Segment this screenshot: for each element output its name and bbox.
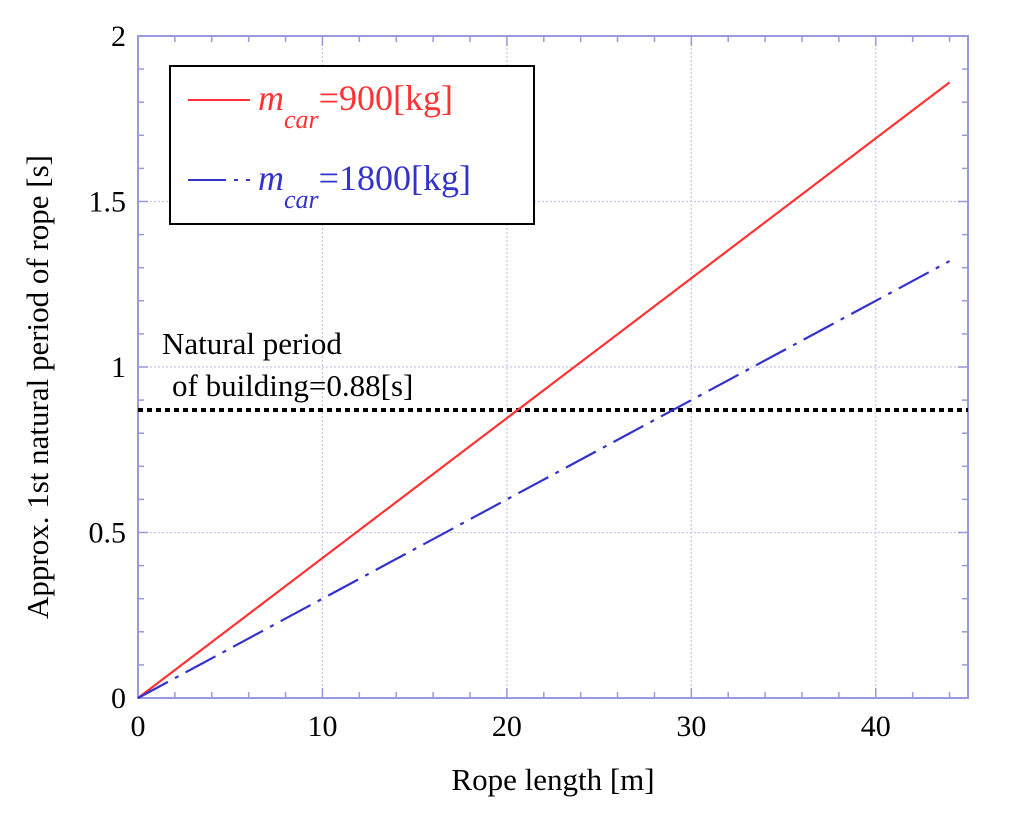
y-tick-labels: 0 0.5 1 1.5 2 — [89, 20, 127, 715]
legend-value-series-1: =900[kg] — [319, 78, 453, 118]
reference-label-line2: of building=0.88[s] — [172, 368, 413, 403]
y-tick-label: 1 — [111, 351, 126, 384]
x-tick-label: 30 — [676, 710, 706, 743]
plot-frame — [137, 35, 969, 699]
x-tick-labels: 0 10 20 30 40 — [131, 710, 891, 743]
legend-box — [169, 65, 535, 225]
x-tick-label: 10 — [307, 710, 337, 743]
legend-symbol-series-2: m — [258, 158, 284, 198]
y-tick-label: 0.5 — [89, 517, 127, 550]
x-tick-label: 20 — [492, 710, 522, 743]
y-tick-label: 0 — [111, 682, 126, 715]
series-line-2 — [137, 260, 951, 699]
legend-subscript-series-1: car — [284, 105, 320, 134]
x-tick-label: 40 — [861, 710, 891, 743]
legend-symbol-series-1: m — [258, 78, 284, 118]
legend-entry-series-1: mcar=900[kg] — [258, 78, 453, 134]
legend-entry-series-2: mcar=1800[kg] — [258, 158, 471, 214]
y-tick-label: 2 — [111, 20, 126, 53]
legend-subscript-series-2: car — [284, 185, 320, 214]
series-group — [137, 81, 951, 699]
reference-label-line1: Natural period — [162, 326, 342, 361]
y-tick-label: 1.5 — [89, 186, 127, 219]
x-axis-title: Rope length [m] — [451, 762, 654, 797]
legend: mcar=900[kg] mcar=1800[kg] — [169, 65, 535, 225]
series-line-1 — [137, 81, 951, 699]
x-tick-label: 0 — [131, 710, 146, 743]
legend-value-series-2: =1800[kg] — [319, 158, 471, 198]
y-axis-title: Approx. 1st natural period of rope [s] — [20, 155, 55, 619]
